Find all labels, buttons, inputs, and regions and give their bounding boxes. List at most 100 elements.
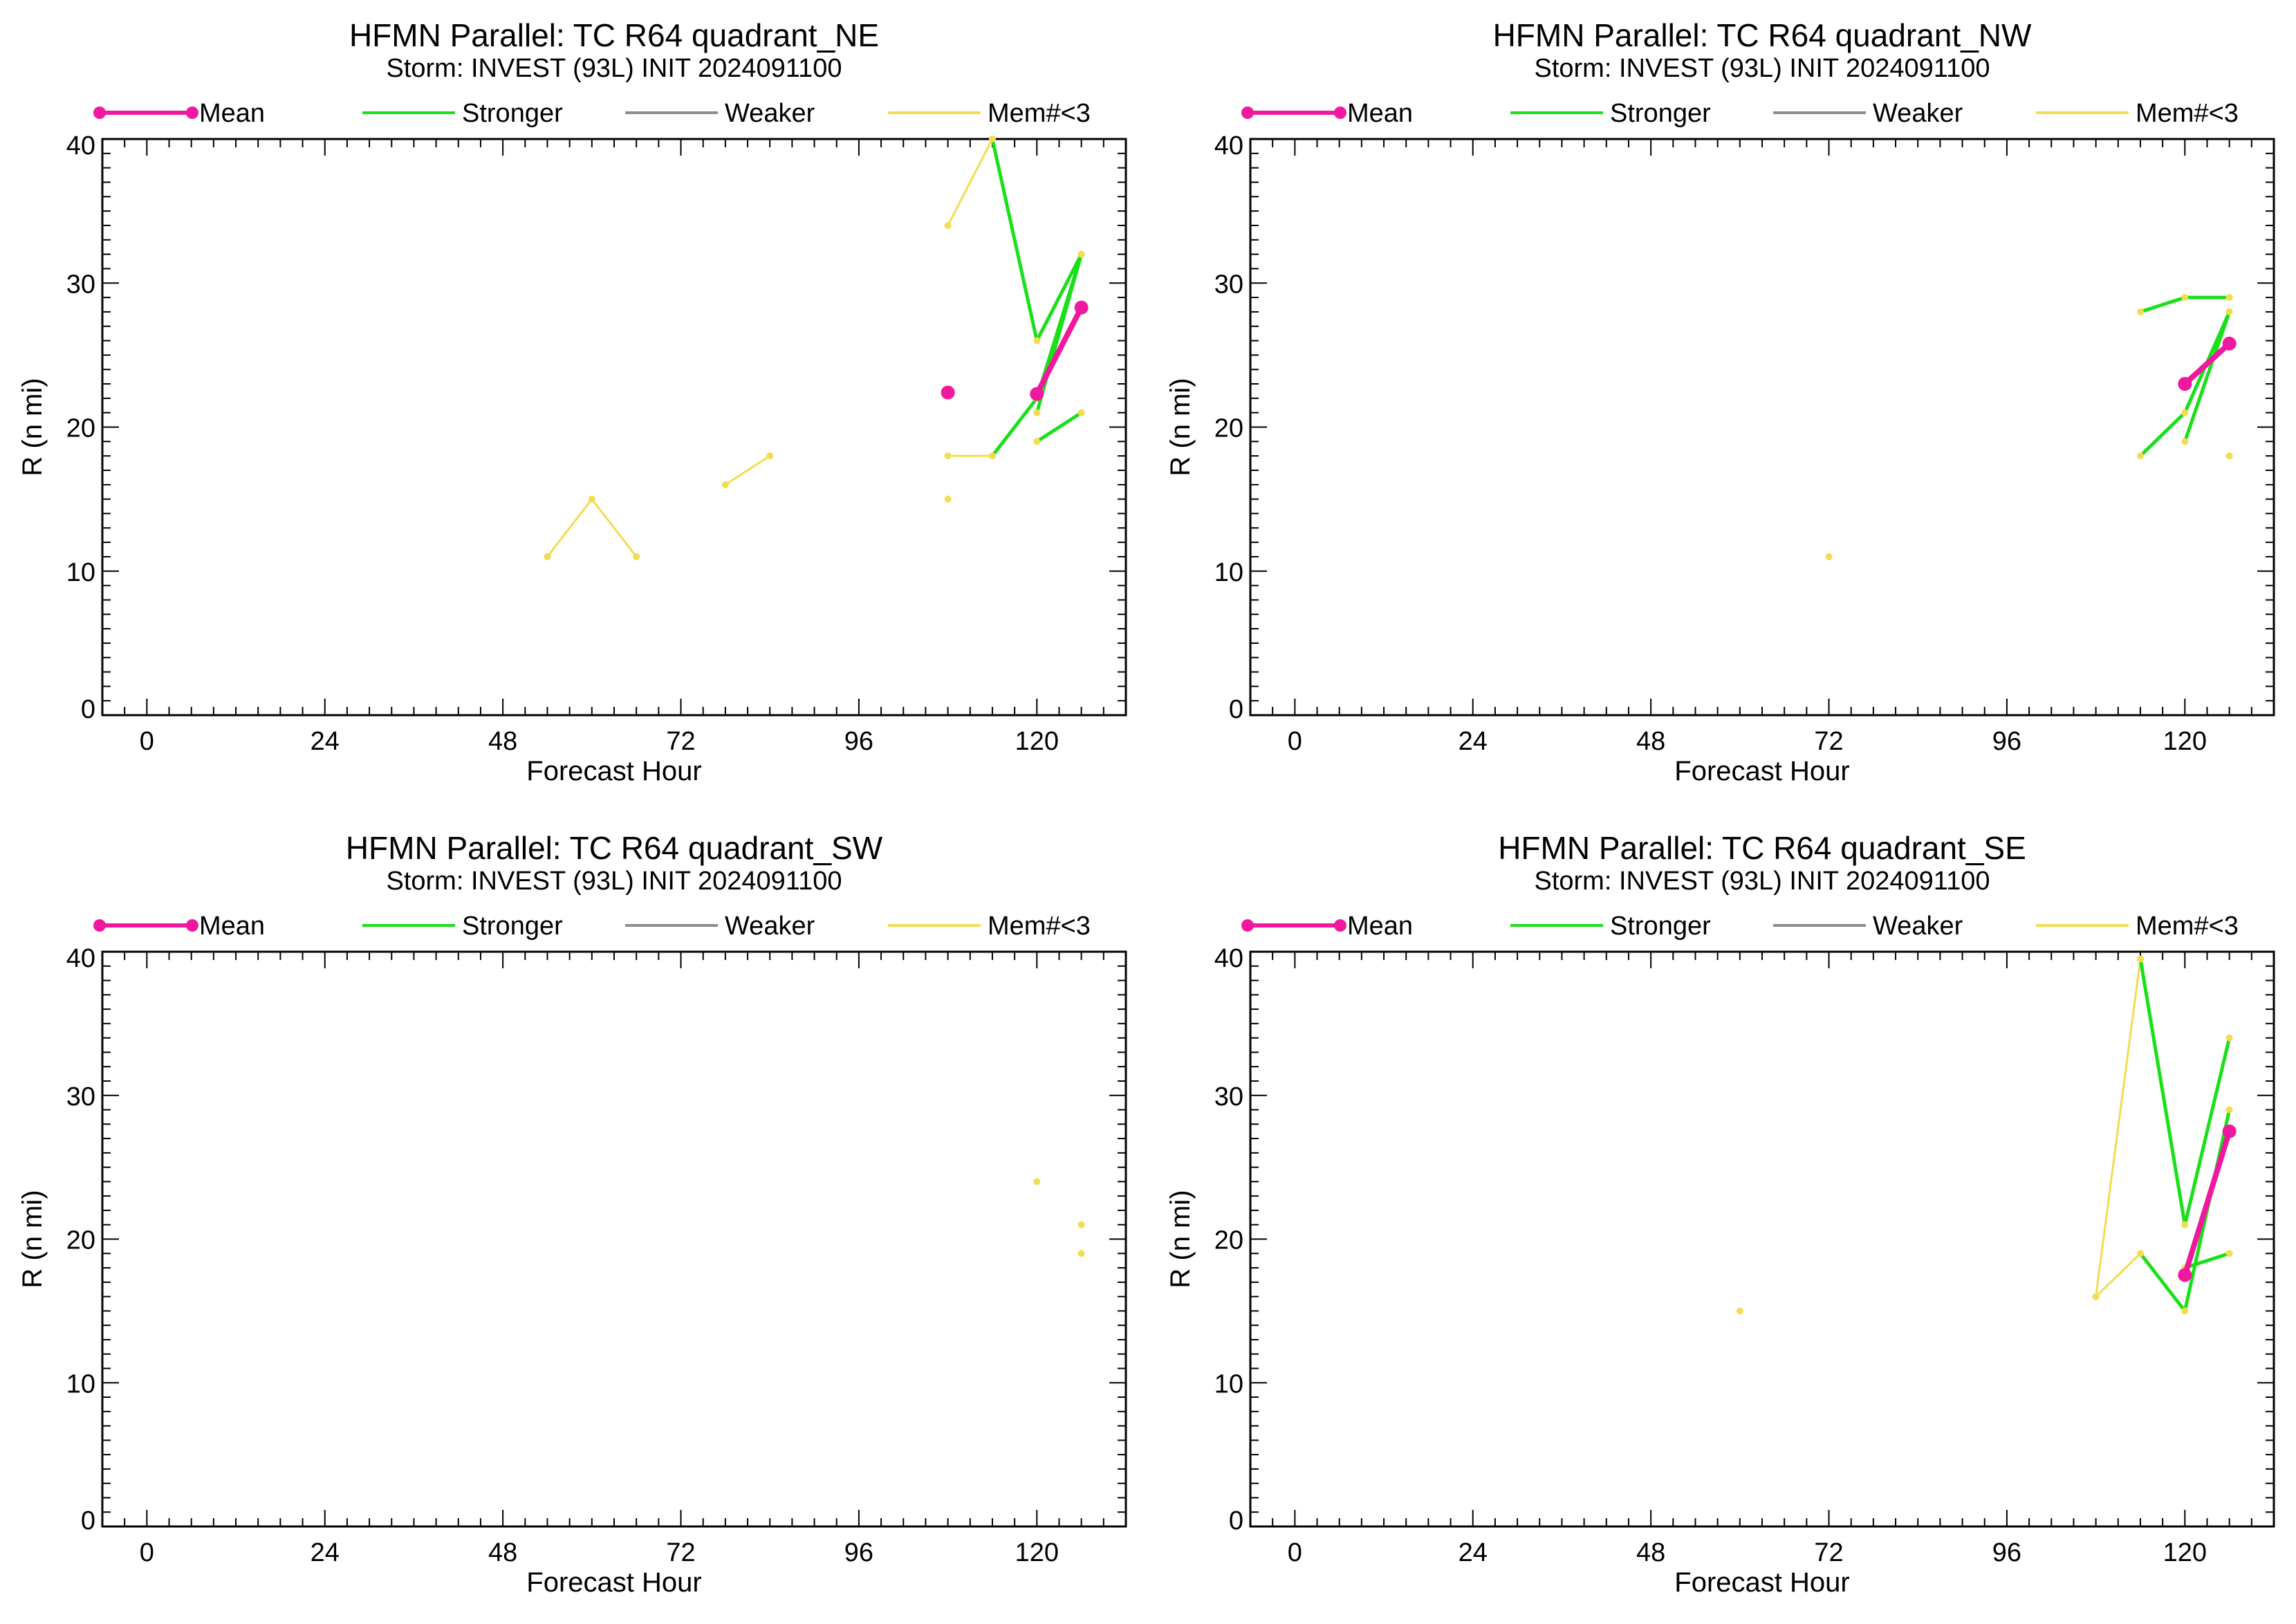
series-line-few_members [2095,959,2142,1297]
data-point-stronger [1033,438,1041,445]
y-tick-label: 40 [1214,944,1243,973]
legend-label-few_members: Mem#<3 [988,912,1091,941]
y-tick-label: 10 [66,1369,95,1399]
y-tick-label: 20 [1214,1226,1243,1255]
x-tick-label: 0 [140,1538,154,1567]
x-tick-label: 96 [1992,1538,2021,1567]
legend-label-mean: Mean [199,99,265,128]
data-point-stronger [2225,294,2233,302]
data-point-stronger [2136,955,2144,963]
series-mean-6 [2178,1124,2237,1282]
data-point-stronger [2225,308,2233,315]
legend-marker-start [93,919,106,932]
legend-label-stronger: Stronger [1610,99,1711,128]
series-stronger-8 [1033,409,1085,445]
legend-item-mean: Mean [1241,912,1413,941]
series-line-stronger [990,253,1084,457]
x-tick-label: 72 [666,1538,695,1567]
y-tick-label: 40 [66,131,95,160]
plot-frame [101,950,1127,1528]
x-tick-label: 48 [1636,727,1665,756]
legend-label-few_members: Mem#<3 [2136,99,2239,128]
series-mean-9 [941,385,955,400]
x-tick-label: 72 [1814,1538,1843,1567]
legend-marker-start [1241,919,1254,932]
series-few_members-1 [1077,1221,1085,1228]
series-few_members-1 [2092,955,2144,1300]
data-point-stronger [988,136,996,142]
data-point-stronger [2181,438,2189,445]
legend-label-stronger: Stronger [462,912,563,941]
legend-item-few_members: Mem#<3 [888,99,1091,128]
y-tick-label: 10 [1214,558,1243,587]
x-tick-label: 120 [1015,727,1059,756]
series-line-mean [2182,1130,2232,1276]
data-point-few_members [944,221,952,229]
chart-subtitle: Storm: INVEST (93L) INIT 2024091100 [386,867,842,896]
y-tick-label: 30 [1214,1082,1243,1111]
legend-item-stronger: Stronger [1510,99,1711,128]
chart-panel-1: HFMN Parallel: TC R64 quadrant_NWStorm: … [1165,17,2275,786]
legend-marker-end [1334,919,1346,932]
legend-label-weaker: Weaker [1873,912,1963,941]
series-stronger-4 [2136,1106,2233,1315]
series-line-few_members [546,498,638,557]
series-stronger-4 [2181,308,2233,445]
legend-label-mean: Mean [1347,912,1413,941]
chart-title: HFMN Parallel: TC R64 quadrant_NE [349,17,879,53]
series-line-stronger [2184,1251,2230,1270]
data-point-few_members [1033,1178,1041,1185]
x-tick-label: 120 [2163,727,2207,756]
legend-item-stronger: Stronger [362,99,563,128]
data-point-stronger [2136,1250,2144,1257]
series-mean-5 [2178,336,2237,391]
data-point-stronger [1033,409,1041,416]
series-few_members-0 [1033,1178,1041,1185]
chart-panel-2: HFMN Parallel: TC R64 quadrant_SWStorm: … [17,830,1127,1598]
x-tick-label: 24 [1459,727,1488,756]
series-stronger-3 [2136,955,2233,1228]
data-point-few_members [944,495,952,503]
x-tick-label: 0 [140,727,154,756]
chart-title: HFMN Parallel: TC R64 quadrant_SW [346,830,883,866]
legend-label-few_members: Mem#<3 [988,99,1091,128]
chart-title: HFMN Parallel: TC R64 quadrant_SE [1498,830,2026,866]
data-point-mean [941,385,955,400]
legend-item-weaker: Weaker [1773,99,1963,128]
y-axis-label: R (n mi) [1165,378,1196,476]
data-point-few_members [588,495,595,503]
series-line-mean [2183,341,2232,386]
y-tick-label: 0 [1229,1506,1243,1535]
series-few_members-1 [2225,452,2233,460]
x-tick-label: 48 [488,1538,517,1567]
chart-subtitle: Storm: INVEST (93L) INIT 2024091100 [1534,54,1990,83]
y-tick-label: 20 [1214,414,1243,443]
data-point-mean [2178,377,2192,391]
data-point-stronger [1077,250,1085,258]
data-point-stronger [2181,1221,2189,1228]
x-tick-label: 120 [1015,1538,1059,1567]
data-point-mean [1074,300,1089,315]
legend-marker-start [93,107,106,119]
legend-item-stronger: Stronger [362,912,563,941]
x-axis-label: Forecast Hour [1674,1567,1849,1598]
x-tick-label: 72 [1814,727,1843,756]
y-tick-label: 40 [1214,131,1243,160]
x-tick-label: 48 [488,727,517,756]
chart-subtitle: Storm: INVEST (93L) INIT 2024091100 [386,54,842,83]
legend-label-stronger: Stronger [1610,912,1711,941]
legend-item-mean: Mean [93,912,265,941]
data-point-mean [2222,1124,2237,1138]
legend-label-mean: Mean [199,912,265,941]
x-axis-label: Forecast Hour [526,1567,701,1598]
x-tick-label: 48 [1636,1538,1665,1567]
data-point-few_members [544,553,551,560]
chart-title: HFMN Parallel: TC R64 quadrant_NW [1493,17,2032,53]
plot-frame [101,138,1127,717]
x-tick-label: 24 [311,727,340,756]
series-line-few_members [947,138,994,226]
data-point-few_members [2225,452,2233,460]
y-tick-label: 30 [66,270,95,299]
y-tick-label: 20 [66,1226,95,1255]
